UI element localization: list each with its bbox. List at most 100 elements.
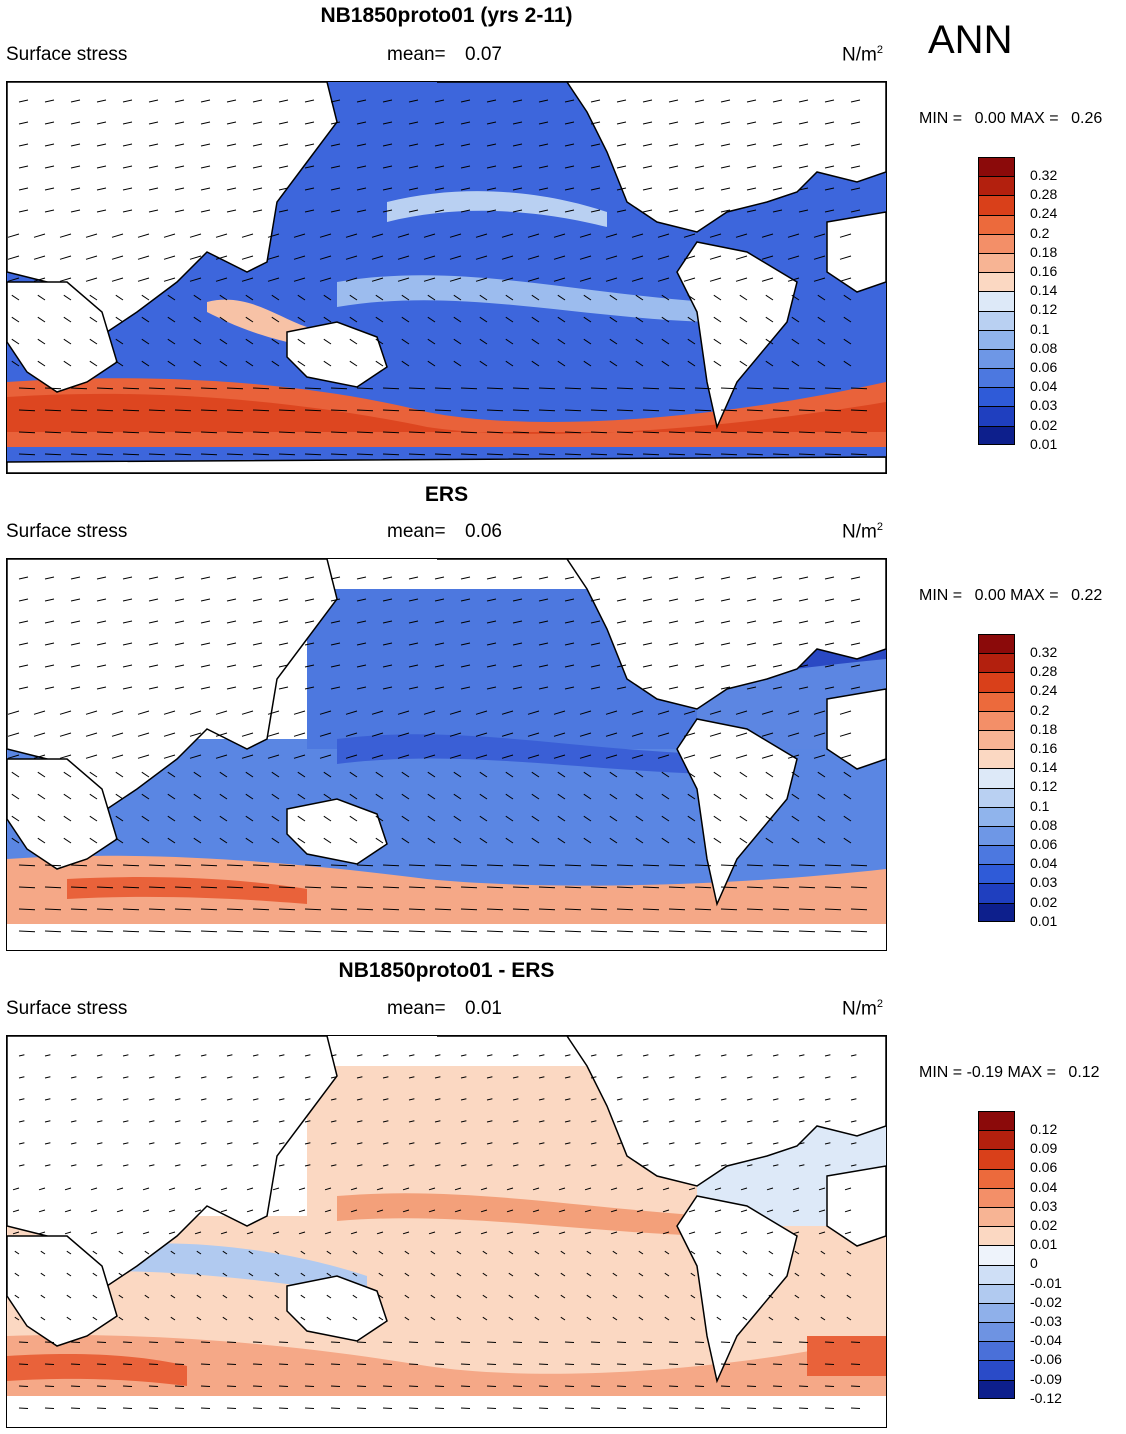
wind-vector [397,754,410,759]
wind-vector [174,165,185,169]
wind-vector [486,642,497,646]
wind-vector [512,886,530,889]
wind-vector [486,1098,493,1101]
wind-vector [709,233,722,238]
wind-vector [668,453,686,456]
wind-vector [222,1316,228,1321]
wind-vector [70,431,88,434]
wind-vector [252,576,263,580]
wind-vector [70,187,81,191]
wind-vector [44,642,55,646]
wind-vector [668,930,686,933]
wind-vector [668,409,686,412]
wind-vector [148,1120,155,1123]
wind-vector [200,1098,207,1101]
wind-vector [694,409,712,412]
wind-vector [690,1294,696,1299]
wind-vector [564,1142,571,1145]
wind-vector [479,316,488,323]
wind-vector [683,754,696,759]
wind-vector [382,209,393,213]
wind-vector [631,710,644,715]
wind-vector [18,598,29,602]
wind-vector [813,255,826,260]
wind-vector [252,664,263,668]
wind-vector [820,1294,826,1299]
season-label: ANN [928,18,1013,62]
wind-vector [297,360,306,367]
wind-vector [70,908,88,911]
panel-3-units-exp: 2 [876,998,883,1010]
wind-vector [635,815,644,822]
colorbar-tick-label: -0.03 [1030,1313,1062,1329]
wind-vector [616,165,627,169]
wind-vector [278,209,289,213]
wind-vector [352,1316,358,1321]
wind-vector [475,754,488,759]
wind-vector [720,121,731,125]
colorbar-tick-label: 0.32 [1030,167,1058,183]
wind-vector [538,1076,545,1079]
colorbar-tick-label: -0.12 [1030,1389,1062,1406]
wind-vector [512,908,530,911]
wind-vector [694,1142,701,1145]
wind-vector [200,1076,207,1079]
wind-vector [434,642,445,646]
panel-2-units: N/m2 [842,521,883,543]
wind-vector [226,121,237,125]
wind-vector [642,1164,649,1167]
wind-vector [278,1142,285,1145]
wind-vector [798,453,816,456]
wind-vector [768,1294,774,1299]
wind-vector [304,1054,311,1057]
wind-vector [694,620,705,624]
colorbar-swatch [978,252,1015,273]
wind-vector [96,686,107,690]
panel-3-min-label: MIN = [919,1064,963,1081]
wind-vector [486,620,497,624]
wind-vector [148,642,159,646]
wind-vector [850,1142,857,1145]
wind-vector [486,1054,493,1057]
wind-vector [850,598,861,602]
wind-vector [148,431,166,434]
wind-vector [168,1187,176,1191]
wind-vector [408,1054,415,1057]
wind-vector [252,187,263,191]
wind-vector [141,771,150,778]
wind-vector [635,793,644,800]
wind-vector [246,1209,254,1213]
wind-vector [538,576,549,580]
panel-2-variable-label: Surface stress [6,521,128,542]
wind-vector [798,642,809,646]
wind-vector [486,409,504,412]
wind-vector [200,1120,207,1123]
wind-vector [584,1187,592,1191]
wind-vector [115,771,124,778]
wind-vector [579,710,592,715]
wind-vector [538,409,556,412]
wind-vector [527,277,540,282]
wind-vector [564,886,582,889]
wind-vector [423,233,436,238]
wind-vector [583,815,592,822]
wind-vector [590,187,601,191]
wind-vector [742,1294,748,1299]
wind-vector [694,209,705,213]
wind-vector [330,1120,337,1123]
wind-vector [382,387,400,390]
wind-vector [772,99,783,103]
wind-vector [843,316,852,323]
wind-vector [642,1120,649,1123]
wind-vector [508,1316,514,1321]
wind-vector [824,409,842,412]
panel-3-max-value: 0.12 [1068,1064,1100,1081]
wind-vector [716,1272,722,1277]
wind-vector [642,121,653,125]
wind-vector [200,598,211,602]
wind-vector [111,754,124,759]
wind-vector [356,1164,363,1167]
wind-vector [200,453,218,456]
wind-vector [193,837,202,844]
wind-vector [512,864,530,867]
